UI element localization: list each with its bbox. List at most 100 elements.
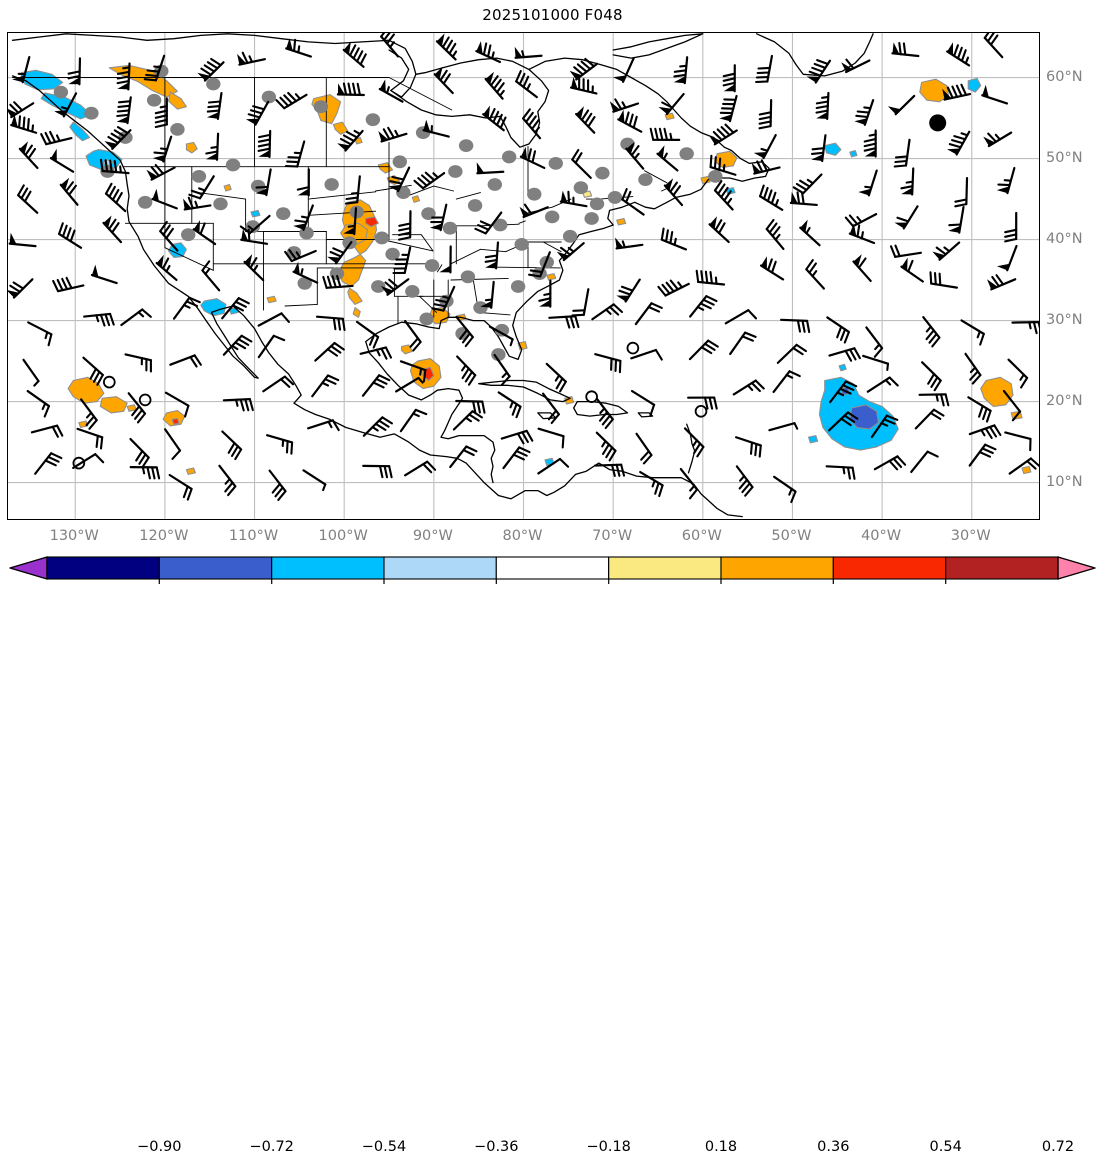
colorbar-tick-label: −0.90 <box>137 1139 181 1155</box>
wind-barb <box>457 357 475 385</box>
barb-full <box>1021 378 1027 388</box>
barb-half <box>195 202 197 208</box>
station-dot <box>595 167 609 180</box>
map-panel[interactable] <box>7 32 1040 520</box>
barb-full <box>328 376 338 381</box>
wind-barb <box>710 216 729 242</box>
barb-full <box>475 229 485 234</box>
barb-half <box>966 58 968 64</box>
barb-full <box>759 68 770 69</box>
barb-full <box>845 332 849 343</box>
barb-full <box>908 261 912 272</box>
station-dot <box>138 196 152 209</box>
coastline <box>498 463 742 516</box>
wind-barb <box>895 206 918 228</box>
barb-pennant <box>207 112 219 119</box>
barb-half <box>167 266 170 271</box>
contour-fill <box>333 122 347 134</box>
colorbar-segment <box>946 557 1058 579</box>
barb-full <box>896 156 907 157</box>
wind-barb <box>454 411 482 429</box>
barb-full <box>764 188 768 199</box>
barb-full <box>28 119 29 130</box>
barb-half <box>352 193 358 194</box>
contour-fill <box>617 219 626 226</box>
barb-full <box>488 45 490 56</box>
barb-full <box>106 314 110 325</box>
contour-fill <box>968 78 981 92</box>
wind-barb <box>767 220 784 249</box>
station-dot <box>468 199 482 212</box>
wind-barb <box>378 128 406 142</box>
barb-full <box>560 382 566 392</box>
barb-shaft <box>726 310 748 323</box>
barb-full <box>617 465 620 476</box>
wind-barb <box>35 453 61 473</box>
station-dot <box>608 191 622 204</box>
calm-circle <box>586 391 597 402</box>
barb-full <box>251 110 262 113</box>
barb-full <box>18 185 24 195</box>
wind-barb <box>1005 432 1030 450</box>
barb-full <box>557 379 563 389</box>
station-dot <box>549 157 563 170</box>
barb-half <box>678 282 682 287</box>
wind-barb <box>1012 322 1039 333</box>
barb-half <box>161 149 167 150</box>
wind-barb <box>923 317 939 346</box>
wind-barb <box>267 435 292 453</box>
wind-barb <box>665 178 682 205</box>
barb-full <box>331 252 341 257</box>
barb-half <box>323 484 325 490</box>
barb-half <box>527 84 530 90</box>
barb-full <box>1005 230 1016 232</box>
barb-full <box>1039 322 1040 333</box>
barb-full <box>527 431 533 441</box>
wind-barb <box>794 175 822 194</box>
barb-half <box>927 327 931 332</box>
political-border <box>481 249 506 251</box>
station-dot <box>192 170 206 183</box>
wind-barb <box>613 58 634 82</box>
barb-full <box>516 71 521 81</box>
wind-barb <box>640 472 662 496</box>
wind-barb <box>131 467 159 478</box>
barb-half <box>390 42 394 47</box>
station-dot <box>425 259 439 272</box>
lon-tick-label: 50°W <box>771 528 811 544</box>
barb-full <box>344 136 354 141</box>
barb-half <box>776 200 778 206</box>
barb-shaft <box>165 429 180 450</box>
barb-full <box>865 148 876 151</box>
barb-full <box>620 291 631 295</box>
barb-full <box>119 106 130 107</box>
barb-full <box>188 489 192 500</box>
wind-barb <box>117 97 131 123</box>
contour-fill <box>809 436 818 443</box>
barb-full <box>118 110 129 111</box>
wind-barb <box>53 278 83 291</box>
barb-half <box>34 381 38 386</box>
contour-fill <box>100 397 127 413</box>
barb-full <box>817 111 828 113</box>
lat-tick-label: 60°N <box>1046 69 1083 85</box>
barb-full <box>846 351 852 361</box>
barb-full <box>979 406 983 417</box>
political-border <box>543 242 561 252</box>
wind-barb <box>276 93 306 108</box>
station-dot <box>638 173 652 186</box>
barb-full <box>724 83 735 86</box>
barb-full <box>399 228 410 230</box>
barb-full <box>946 394 949 405</box>
barb-half <box>296 94 300 99</box>
barb-pennant <box>811 154 823 161</box>
barb-half <box>602 441 605 446</box>
wind-barb <box>754 135 776 158</box>
wind-barb <box>697 271 724 285</box>
barb-full <box>858 225 860 236</box>
barb-full <box>768 259 772 270</box>
barb-pennant <box>800 220 807 233</box>
barb-full <box>379 375 389 380</box>
